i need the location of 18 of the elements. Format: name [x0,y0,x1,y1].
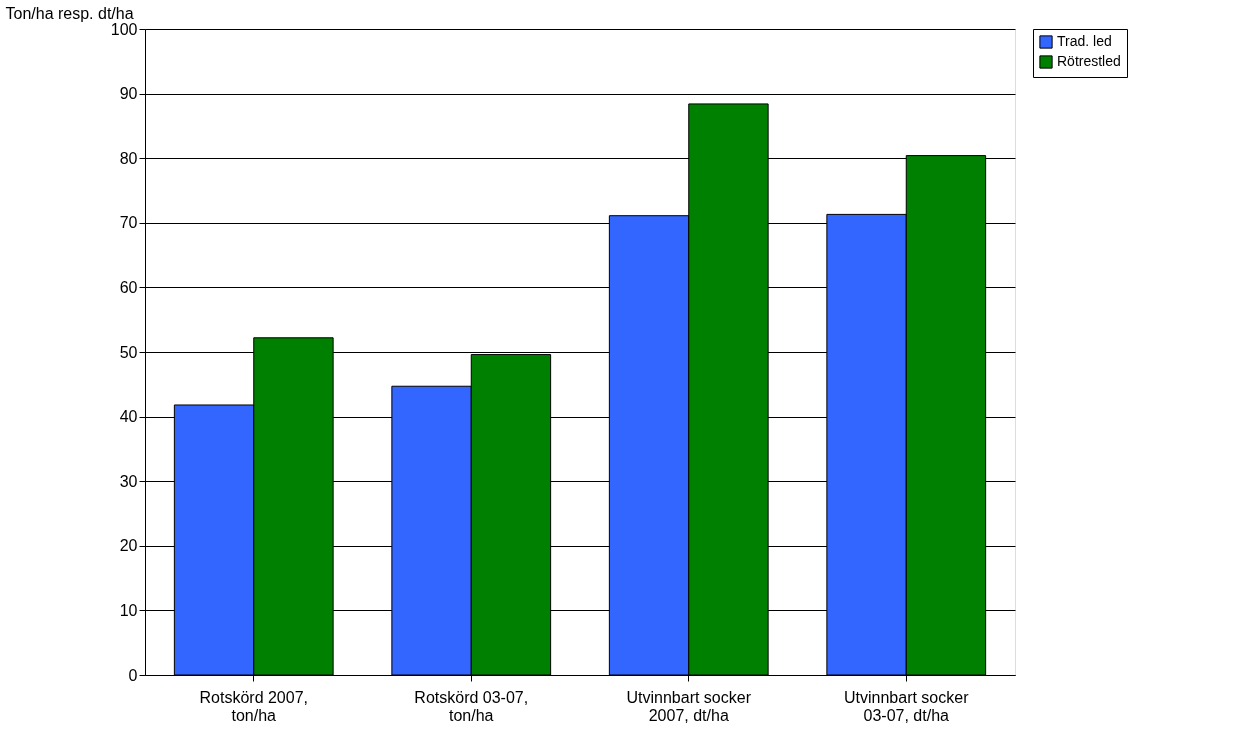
legend-label: Rötrestled [1057,53,1121,69]
y-tick-label: 80 [119,149,138,167]
y-tick-label: 40 [119,408,138,426]
y-tick-label: 30 [119,472,138,490]
y-tick-label: 10 [119,601,138,619]
x-tick-label: Utvinnbart socker 2007, dt/ha [626,688,752,724]
y-tick-label: 100 [110,20,138,38]
x-tick-label: Rotskörd 2007, ton/ha [199,688,309,724]
y-tick-label: 60 [119,278,138,296]
y-tick-label: 70 [119,214,138,232]
y-tick-label: 20 [119,537,138,555]
legend-label: Trad. led [1057,33,1112,49]
x-tick-label: Rotskörd 03-07, ton/ha [414,688,529,724]
y-tick-label: 50 [119,343,138,361]
y-tick-label: 90 [119,85,138,103]
x-tick-label: Utvinnbart socker 03-07, dt/ha [844,688,970,724]
y-tick-label: 0 [128,666,138,684]
y-axis-title: Ton/ha resp. dt/ha [5,4,134,22]
